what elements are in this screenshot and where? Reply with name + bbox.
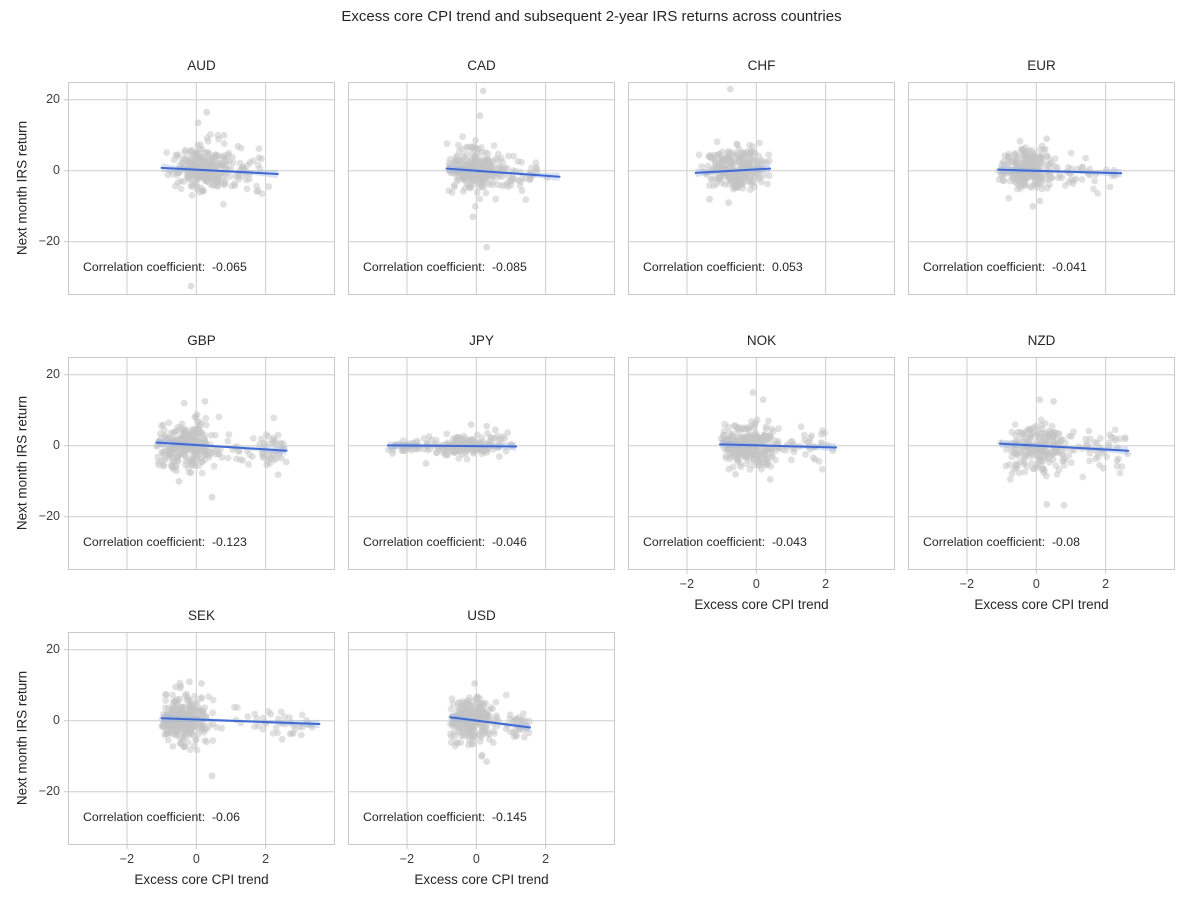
- panel-sek: SEK Correlation coefficient: -0.06 20 0 −20 N…: [15, 608, 335, 887]
- panel-nzd: NZD Correlation coefficient: -0.08 −2 0 2 Exc…: [908, 333, 1175, 612]
- scatter-plot: [348, 632, 615, 849]
- regression-line: [445, 167, 561, 178]
- x-tick-label: 2: [542, 852, 550, 866]
- y-tick-label: −20: [38, 783, 60, 798]
- regression-line: [160, 166, 279, 175]
- correlation-text: Correlation coefficient: -0.046: [363, 535, 527, 549]
- panel-jpy: JPY Correlation coefficient: -0.046: [348, 333, 615, 570]
- x-tick-label: 2: [822, 577, 830, 591]
- x-tick-label: 0: [472, 852, 480, 866]
- panel-cad: CAD Correlation coefficient: -0.085: [348, 58, 615, 295]
- panel-aud: AUD Correlation coefficient: -0.065 20 0 −20…: [15, 58, 335, 295]
- y-tick-label: 20: [46, 91, 60, 106]
- regression-line: [449, 716, 532, 729]
- panel-eur: EUR Correlation coefficient: -0.041: [908, 58, 1175, 295]
- y-tick-label: 20: [46, 366, 60, 381]
- scatter-plot: [628, 357, 895, 574]
- correlation-text: Correlation coefficient: -0.043: [643, 535, 807, 549]
- regression-line: [155, 441, 288, 452]
- x-axis-label: Excess core CPI trend: [414, 872, 549, 887]
- panel-title: AUD: [187, 58, 216, 73]
- panel-title: EUR: [1027, 58, 1056, 73]
- regression-line: [718, 443, 838, 449]
- x-axis-label: Excess core CPI trend: [134, 872, 269, 887]
- x-tick-label: −2: [679, 577, 695, 591]
- correlation-text: Correlation coefficient: 0.053: [643, 260, 803, 274]
- regression-line: [694, 167, 772, 174]
- scatter-plot: [908, 82, 1175, 295]
- scatter-plot: [348, 357, 615, 570]
- x-tick-label: 0: [192, 852, 200, 866]
- x-tick-label: 0: [1032, 577, 1040, 591]
- regression-line: [998, 442, 1130, 452]
- panel-title: CAD: [467, 58, 496, 73]
- correlation-text: Correlation coefficient: -0.145: [363, 810, 527, 824]
- y-tick-label: 20: [46, 641, 60, 656]
- regression-line: [160, 717, 321, 725]
- y-tick-label: 0: [53, 162, 60, 177]
- scatter-plot: [64, 82, 335, 295]
- panel-title: NOK: [746, 333, 777, 348]
- panel-chf: CHF Correlation coefficient: 0.053: [628, 58, 895, 295]
- x-tick-label: −2: [119, 852, 135, 866]
- y-tick-label: 0: [53, 712, 60, 727]
- panel-title: CHF: [747, 58, 776, 73]
- panel-title: SEK: [187, 608, 215, 623]
- correlation-text: Correlation coefficient: -0.06: [83, 810, 240, 824]
- scatter-plot: [64, 357, 335, 570]
- correlation-text: Correlation coefficient: -0.065: [83, 260, 247, 274]
- scatter-plot: [628, 82, 895, 295]
- scatter-plot: [348, 82, 615, 295]
- y-axis-label: Next month IRS return: [14, 395, 30, 531]
- panel-title: GBP: [187, 333, 216, 348]
- regression-line: [386, 444, 518, 448]
- y-tick-label: −20: [38, 508, 60, 523]
- x-tick-label: −2: [959, 577, 975, 591]
- correlation-text: Correlation coefficient: -0.123: [83, 535, 247, 549]
- y-axis-label: Next month IRS return: [14, 670, 30, 806]
- y-tick-label: 0: [53, 437, 60, 452]
- x-axis-label: Excess core CPI trend: [694, 597, 829, 612]
- panel-title: NZD: [1027, 333, 1056, 348]
- x-axis-label: Excess core CPI trend: [974, 597, 1109, 612]
- scatter-plot: [64, 632, 335, 849]
- y-tick-label: −20: [38, 233, 60, 248]
- figure-title: Excess core CPI trend and subsequent 2-y…: [341, 8, 842, 25]
- y-axis-label: Next month IRS return: [14, 120, 30, 256]
- panel-title: USD: [467, 608, 496, 623]
- scatter-plot: [908, 357, 1175, 574]
- panel-title: JPY: [469, 333, 494, 348]
- x-tick-label: 0: [752, 577, 760, 591]
- panel-nok: NOK Correlation coefficient: -0.043 −2 0 2 Ex…: [628, 333, 895, 612]
- x-tick-label: −2: [399, 852, 415, 866]
- correlation-text: Correlation coefficient: -0.041: [923, 260, 1087, 274]
- regression-line: [997, 168, 1123, 175]
- correlation-text: Correlation coefficient: -0.085: [363, 260, 527, 274]
- panel-usd: USD Correlation coefficient: -0.145 −2 0 2 Ex…: [348, 608, 615, 887]
- x-tick-label: 2: [1102, 577, 1110, 591]
- correlation-text: Correlation coefficient: -0.08: [923, 535, 1080, 549]
- x-tick-label: 2: [262, 852, 270, 866]
- panel-gbp: GBP Correlation coefficient: -0.123 20 0 −20…: [15, 333, 335, 570]
